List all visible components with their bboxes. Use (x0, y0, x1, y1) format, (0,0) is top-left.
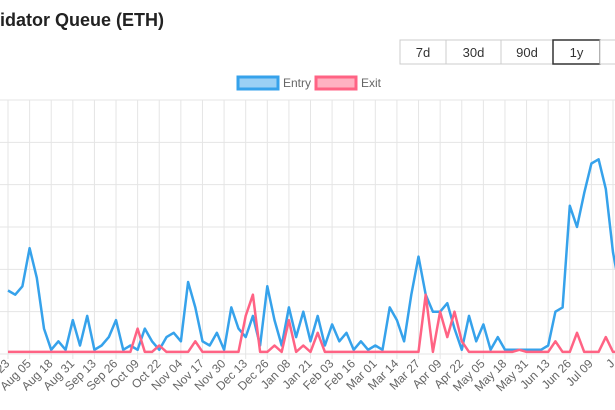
legend-label: Entry (283, 76, 311, 90)
line-series (8, 293, 615, 354)
legend-swatch (314, 75, 358, 91)
range-button[interactable] (500, 39, 554, 65)
line-series (7, 158, 615, 352)
page-title: idator Queue (ETH) (0, 10, 164, 30)
range-button-label: 30d (463, 45, 485, 60)
range-button-label: 90d (516, 45, 538, 60)
legend-swatch (236, 75, 280, 91)
range-button[interactable] (399, 39, 447, 65)
x-tick-label: J (603, 356, 615, 370)
legend-label: Exit (361, 76, 382, 90)
range-button[interactable] (445, 39, 502, 65)
range-button-label: 7d (416, 45, 430, 60)
range-button-label: 1y (570, 45, 584, 60)
range-button[interactable] (599, 39, 615, 65)
